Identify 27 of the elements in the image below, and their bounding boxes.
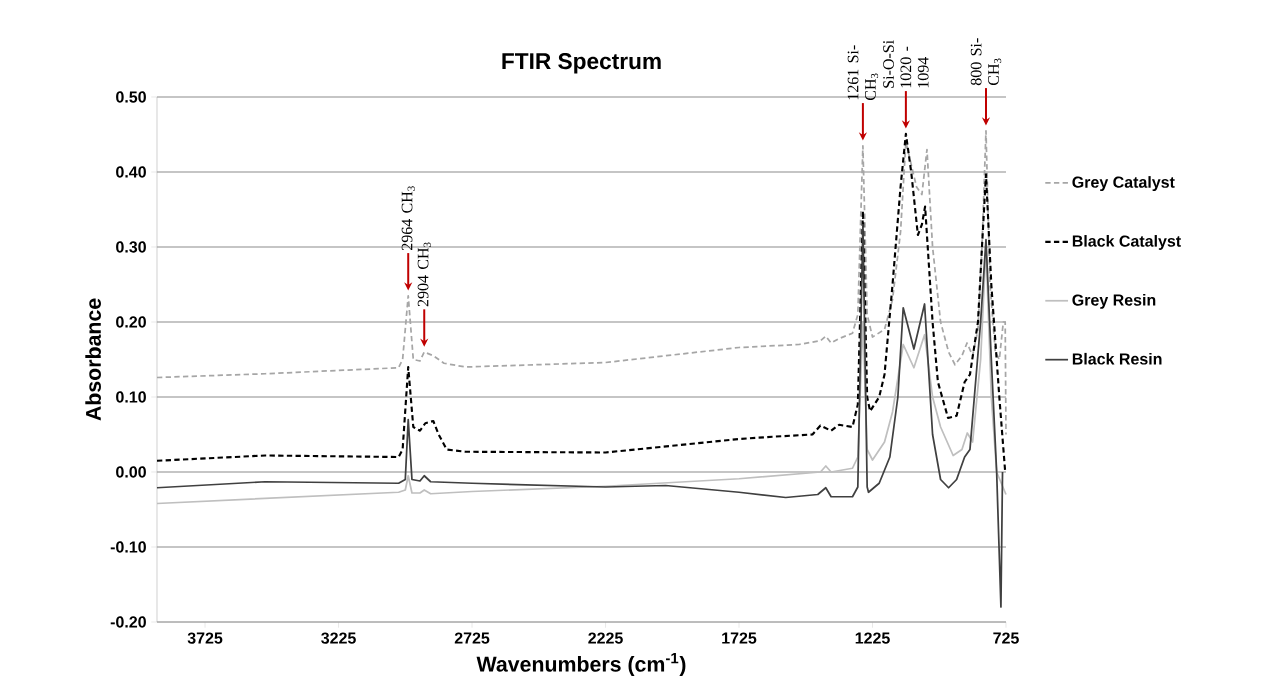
x-tick-label: 2225 — [588, 632, 623, 644]
x-tick-label: 1225 — [855, 632, 890, 644]
legend-label: Black Catalyst — [1072, 235, 1181, 250]
legend-label: Grey Catalyst — [1072, 176, 1175, 192]
y-tick-label: 0.10 — [116, 391, 146, 403]
y-tick-label: 0.50 — [116, 91, 146, 103]
annotation: 2964 CH$_{3}$ — [401, 186, 415, 251]
x-tick-label: 2725 — [454, 632, 490, 644]
annotation: 2904 CH$_{3}$ — [417, 242, 431, 307]
x-axis-title: Wavenumbers (cm$^{-1}$) — [476, 652, 686, 676]
x-tick-label: 3225 — [321, 632, 356, 644]
y-tick-label: 0.00 — [116, 466, 146, 478]
annotation: Si-O-Si 1020 - 1094 — [883, 40, 929, 88]
y-axis-title: Absorbance — [85, 298, 101, 421]
y-tick-label: -0.20 — [110, 616, 146, 628]
legend-label: Grey Resin — [1072, 293, 1156, 309]
x-tick-label: 3725 — [187, 632, 223, 644]
y-tick-label: 0.20 — [116, 316, 146, 328]
legend-label: Black Resin — [1072, 352, 1162, 365]
x-tick-label: 725 — [993, 632, 1019, 644]
y-tick-label: 0.30 — [116, 241, 146, 253]
y-tick-label: -0.10 — [110, 541, 146, 553]
x-tick-label: 1725 — [722, 632, 757, 644]
chart-title: FTIR Spectrum — [502, 53, 661, 74]
y-tick-label: 0.40 — [116, 166, 146, 178]
annotation: 800 Si-CH$_{3}$ — [970, 38, 1002, 86]
annotation: 1261 Si-CH$_{3}$ — [847, 45, 879, 101]
